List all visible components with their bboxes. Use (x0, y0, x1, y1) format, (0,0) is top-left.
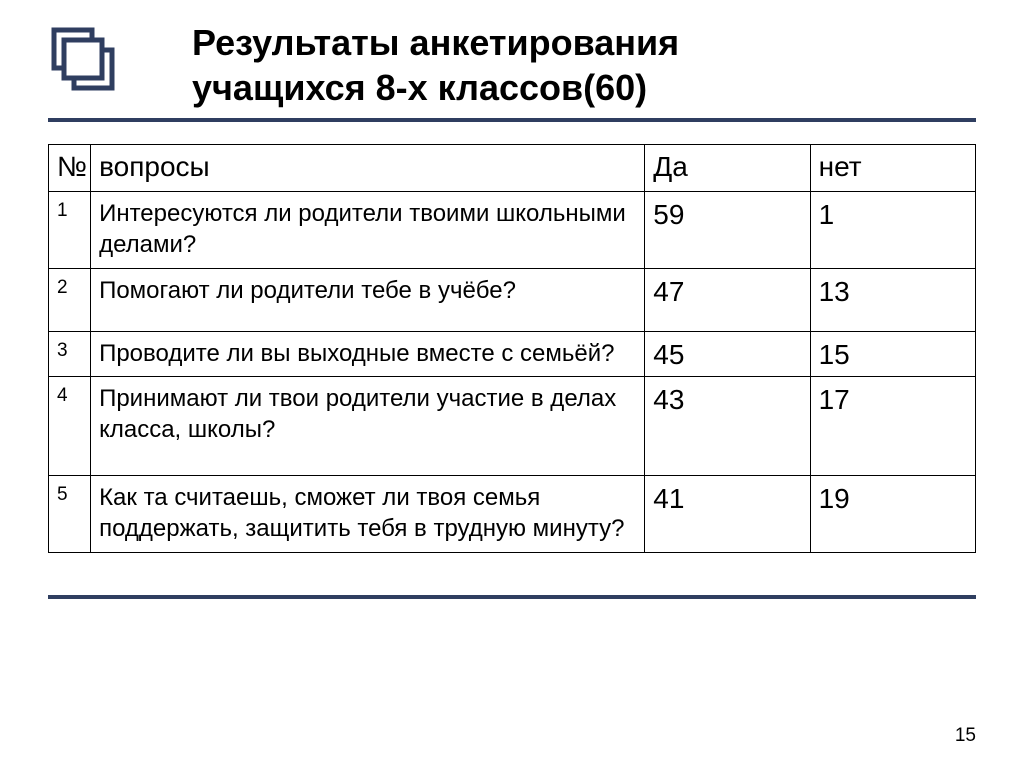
cell-num: 5 (49, 475, 91, 552)
cell-num: 3 (49, 331, 91, 376)
cell-question: Интересуются ли родители твоими школьным… (91, 192, 645, 269)
cell-question: Проводите ли вы выходные вместе с семьёй… (91, 331, 645, 376)
cell-question: Принимают ли твои родители участие в дел… (91, 376, 645, 475)
cell-yes: 43 (645, 376, 810, 475)
divider-bottom (48, 595, 976, 599)
slide-title: Результаты анкетирования учащихся 8-х кл… (144, 20, 679, 110)
header-num: № (49, 145, 91, 192)
cell-yes: 47 (645, 269, 810, 332)
cell-no: 17 (810, 376, 975, 475)
header-no: нет (810, 145, 975, 192)
cell-question: Помогают ли родители тебе в учёбе? (91, 269, 645, 332)
cell-yes: 59 (645, 192, 810, 269)
cell-num: 4 (49, 376, 91, 475)
survey-table: № вопросы Да нет 1 Интересуются ли родит… (48, 144, 976, 553)
title-line-1: Результаты анкетирования (192, 22, 679, 63)
table-row: 4 Принимают ли твои родители участие в д… (49, 376, 976, 475)
cell-no: 15 (810, 331, 975, 376)
page-number: 15 (955, 725, 976, 747)
table-row: 3 Проводите ли вы выходные вместе с семь… (49, 331, 976, 376)
table-row: 5 Как та считаешь, сможет ли твоя семья … (49, 475, 976, 552)
cell-num: 1 (49, 192, 91, 269)
cell-no: 19 (810, 475, 975, 552)
cell-num: 2 (49, 269, 91, 332)
slide-header: Результаты анкетирования учащихся 8-х кл… (48, 20, 976, 110)
cell-question: Как та считаешь, сможет ли твоя семья по… (91, 475, 645, 552)
title-line-2: учащихся 8-х классов(60) (192, 67, 647, 108)
cell-no: 13 (810, 269, 975, 332)
cell-no: 1 (810, 192, 975, 269)
header-yes: Да (645, 145, 810, 192)
divider-top (48, 118, 976, 122)
logo-squares-icon (48, 24, 120, 101)
table-row: 1 Интересуются ли родители твоими школьн… (49, 192, 976, 269)
header-question: вопросы (91, 145, 645, 192)
table-header-row: № вопросы Да нет (49, 145, 976, 192)
cell-yes: 41 (645, 475, 810, 552)
table-row: 2 Помогают ли родители тебе в учёбе? 47 … (49, 269, 976, 332)
cell-yes: 45 (645, 331, 810, 376)
